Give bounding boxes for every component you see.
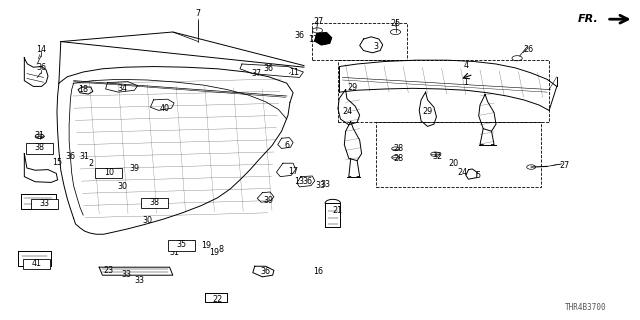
- Bar: [338, 60, 549, 122]
- Text: 36: 36: [302, 177, 312, 186]
- FancyBboxPatch shape: [95, 168, 122, 178]
- Text: 36: 36: [36, 63, 46, 72]
- Text: 14: 14: [36, 45, 46, 54]
- Text: 12: 12: [308, 36, 319, 44]
- FancyBboxPatch shape: [31, 199, 58, 209]
- Text: 38: 38: [35, 143, 45, 152]
- FancyBboxPatch shape: [26, 143, 53, 154]
- Text: 36: 36: [65, 152, 76, 161]
- Text: 35: 35: [176, 240, 186, 249]
- Text: 13: 13: [294, 177, 305, 186]
- Text: 40: 40: [160, 104, 170, 113]
- Text: 29: 29: [422, 108, 433, 116]
- Text: 19: 19: [209, 248, 220, 257]
- FancyBboxPatch shape: [141, 198, 168, 208]
- Text: 10: 10: [104, 168, 114, 177]
- Text: 18: 18: [78, 85, 88, 94]
- Text: 33: 33: [320, 180, 330, 189]
- Text: 20: 20: [448, 159, 458, 168]
- Text: 33: 33: [40, 199, 50, 208]
- Text: 37: 37: [251, 69, 261, 78]
- Text: 9: 9: [191, 240, 196, 249]
- Text: 29: 29: [347, 84, 357, 92]
- Text: 24: 24: [457, 168, 467, 177]
- Text: 31: 31: [169, 248, 179, 257]
- Text: 30: 30: [118, 182, 128, 191]
- Text: 41: 41: [31, 259, 42, 268]
- Text: 8: 8: [218, 245, 223, 254]
- Text: 27: 27: [314, 17, 324, 26]
- Text: 17: 17: [288, 167, 298, 176]
- Text: 33: 33: [315, 181, 325, 190]
- Text: 23: 23: [104, 266, 114, 275]
- Text: THR4B3700: THR4B3700: [564, 303, 607, 312]
- Polygon shape: [315, 33, 332, 45]
- Text: 10: 10: [104, 168, 114, 177]
- Text: 28: 28: [393, 154, 403, 163]
- Text: 6: 6: [284, 141, 289, 150]
- Text: 16: 16: [313, 268, 323, 276]
- Text: 27: 27: [559, 161, 570, 170]
- Text: 22: 22: [212, 295, 223, 304]
- FancyBboxPatch shape: [168, 240, 195, 251]
- Text: 15: 15: [52, 158, 63, 167]
- Text: 4: 4: [463, 61, 468, 70]
- Text: 34: 34: [118, 84, 128, 93]
- Text: 39: 39: [129, 164, 140, 173]
- Text: 31: 31: [79, 152, 90, 161]
- Bar: [376, 122, 541, 187]
- Bar: [312, 23, 407, 60]
- Text: 1: 1: [463, 78, 468, 87]
- Text: 32: 32: [432, 152, 442, 161]
- Text: 33: 33: [122, 270, 132, 279]
- Text: 38: 38: [150, 198, 160, 207]
- Text: 11: 11: [289, 68, 300, 77]
- Text: 36: 36: [260, 268, 271, 276]
- Text: 31: 31: [35, 131, 45, 140]
- Text: 2: 2: [88, 159, 93, 168]
- Text: 19: 19: [201, 241, 211, 250]
- Text: 36: 36: [294, 31, 305, 40]
- Circle shape: [35, 147, 40, 149]
- Text: 5: 5: [475, 172, 480, 180]
- Text: 30: 30: [142, 216, 152, 225]
- Bar: [29, 145, 49, 151]
- Text: 33: 33: [134, 276, 145, 285]
- Text: 24: 24: [342, 108, 353, 116]
- Text: 25: 25: [390, 19, 401, 28]
- Text: FR.: FR.: [578, 14, 598, 24]
- Text: 21: 21: [333, 206, 343, 215]
- Text: 7: 7: [196, 9, 201, 18]
- Text: 28: 28: [393, 144, 403, 153]
- Text: 26: 26: [523, 45, 533, 54]
- FancyBboxPatch shape: [23, 259, 50, 269]
- Text: 3: 3: [374, 42, 379, 51]
- Text: 39: 39: [264, 196, 274, 205]
- Text: 36: 36: [264, 64, 274, 73]
